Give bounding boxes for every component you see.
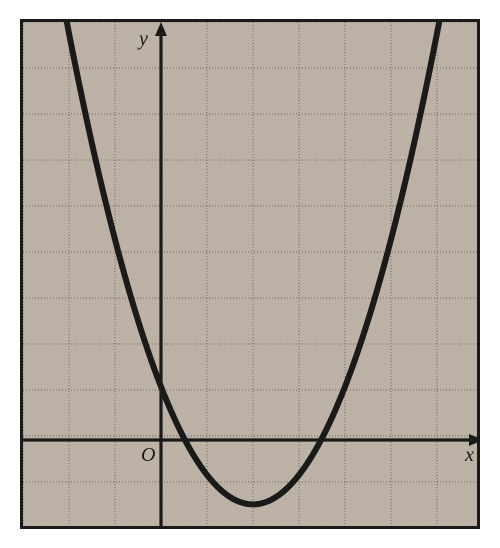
x-axis-label: x <box>465 444 474 467</box>
y-axis-label: y <box>139 28 148 51</box>
chart-frame: y x O <box>20 19 480 529</box>
chart-svg <box>23 22 480 529</box>
origin-label: O <box>141 444 155 467</box>
